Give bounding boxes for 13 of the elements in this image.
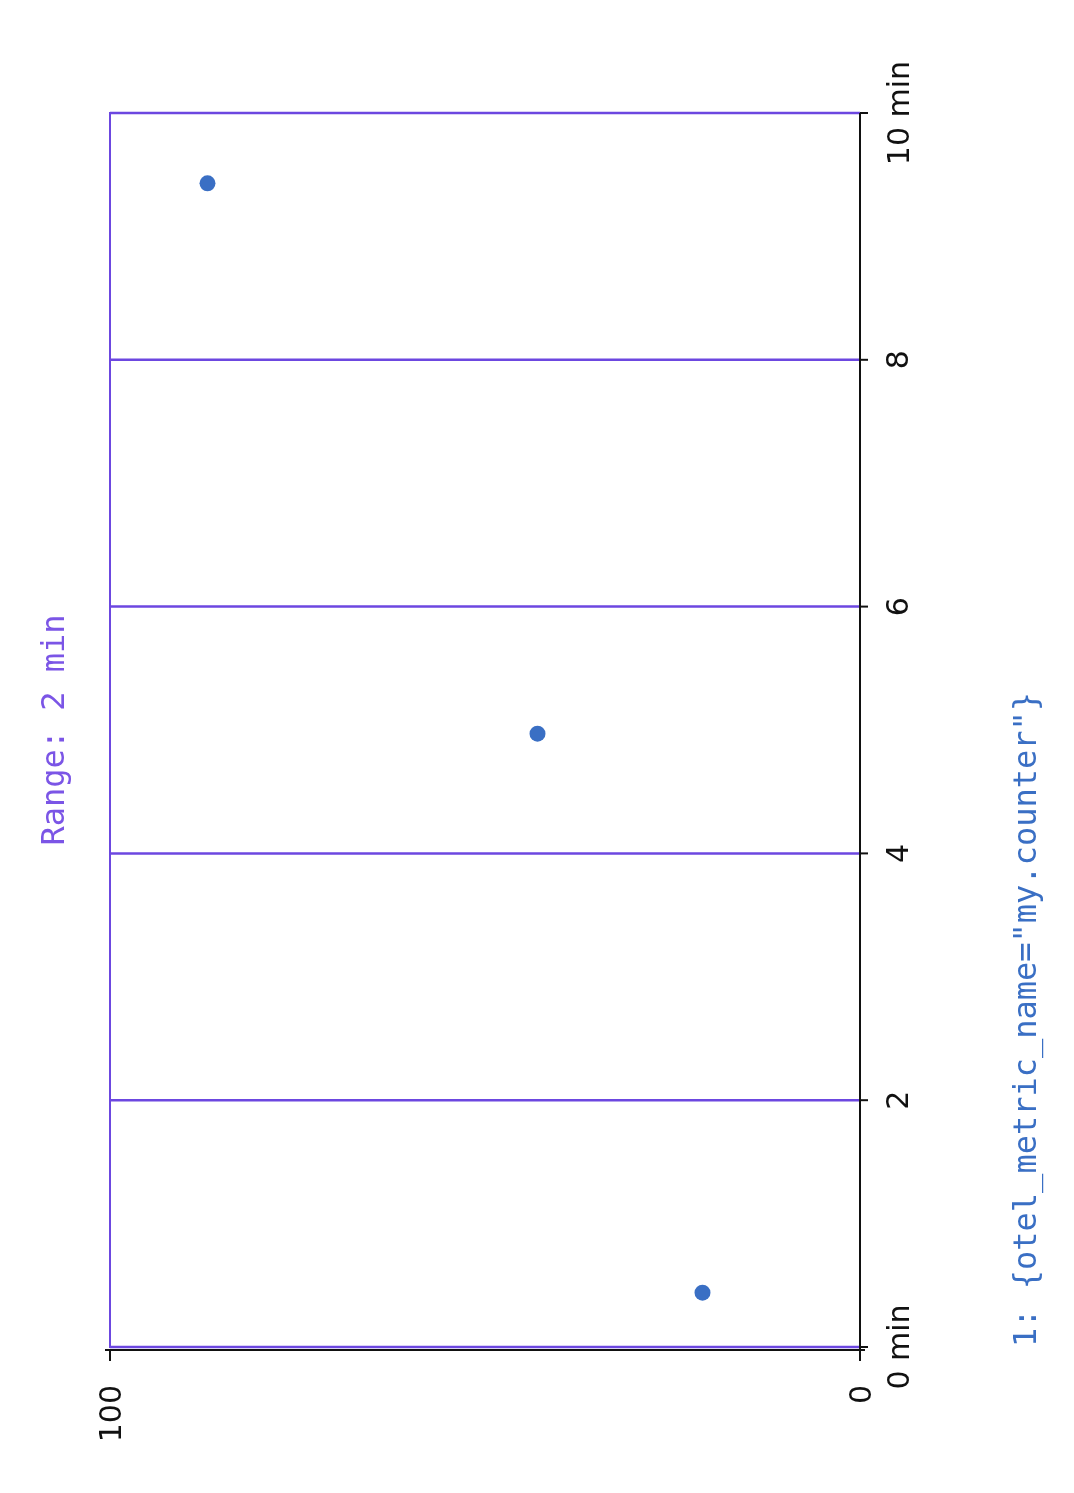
point — [694, 1284, 711, 1301]
y-tick-label: 10 min — [880, 60, 916, 166]
point — [529, 725, 546, 742]
text: Range: 2 min — [34, 614, 72, 846]
y-tick-label: 8 — [880, 350, 916, 370]
text: 1: {otel_metric_name="my.counter"} — [1006, 691, 1044, 1347]
y-tick-label: 0 min — [880, 1304, 916, 1390]
y-tick-label: 2 — [880, 1090, 916, 1110]
y-tick-label: 6 — [880, 597, 916, 617]
x-tick-label: 0 — [842, 1385, 878, 1405]
y-tick-label: 4 — [880, 843, 916, 863]
x-tick-label: 100 — [92, 1385, 128, 1443]
point — [199, 175, 216, 192]
